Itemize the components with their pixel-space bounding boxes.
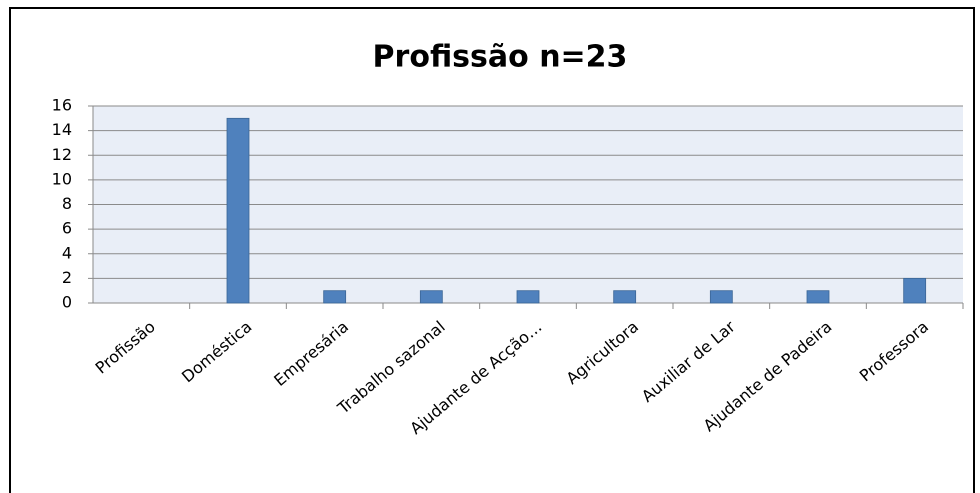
y-tick-label: 16: [52, 96, 72, 115]
y-tick-label: 14: [52, 120, 72, 139]
bar: [903, 277, 927, 304]
bar: [613, 290, 637, 304]
bar: [226, 117, 250, 304]
y-tick-label: 0: [62, 293, 72, 312]
bar: [419, 290, 443, 304]
y-tick-label: 8: [62, 194, 72, 213]
y-tick-label: 12: [52, 145, 72, 164]
chart-title: Profissão n=23: [373, 40, 628, 75]
y-tick-label: 4: [62, 243, 72, 262]
y-tick-label: 2: [62, 268, 72, 287]
y-tick-label: 10: [52, 169, 72, 188]
bar: [323, 290, 347, 304]
y-tick-label: 6: [62, 219, 72, 238]
bar: [709, 290, 733, 304]
bar: [806, 290, 830, 304]
bar: [516, 290, 540, 304]
